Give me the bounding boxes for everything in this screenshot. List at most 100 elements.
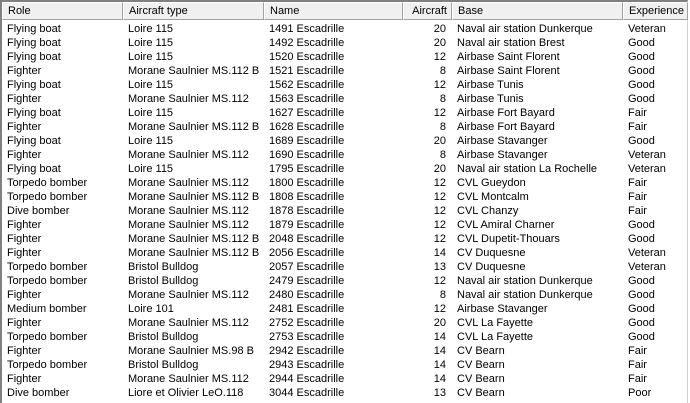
table-row[interactable]: Dive bomber Liore et Olivier LeO.118 3044 … [2,386,688,400]
cell-name: 3044 Escadrille [269,387,345,399]
cell-aircraft-count: 12 [433,275,446,287]
cell-experience: Good [628,331,655,343]
table-row[interactable]: Fighter Morane Saulnier MS.112 B 1521 Esca… [2,64,688,78]
cell-aircraft-type: Loire 115 [128,163,174,175]
cell-aircraft-count: 12 [433,205,446,217]
table-row[interactable]: Fighter Morane Saulnier MS.112 1879 Escadr… [2,218,688,232]
table-row[interactable]: Fighter Morane Saulnier MS.112 2480 Escadr… [2,288,688,302]
cell-base: CV Bearn [457,387,505,399]
cell-aircraft-type: Loire 115 [128,107,174,119]
cell-experience: Good [628,79,655,91]
cell-aircraft-type: Liore et Olivier LeO.118 [128,387,244,399]
cell-experience: Fair [628,121,647,133]
cell-aircraft-type: Morane Saulnier MS.112 B [128,247,260,259]
cell-experience: Good [628,275,655,287]
cell-name: 1879 Escadrille [269,219,345,231]
table-row[interactable]: Flying boat Loire 115 1795 Escadrille 20 Nav… [2,162,688,176]
cell-base: CVL Montcalm [457,191,529,203]
cell-aircraft-type: Morane Saulnier MS.112 [128,317,249,329]
cell-experience: Fair [628,191,647,203]
table-row[interactable]: Flying boat Loire 115 1491 Escadrille 20 Nav… [2,22,688,36]
table-row[interactable]: Dive bomber Morane Saulnier MS.112 1878 Es… [2,204,688,218]
cell-experience: Good [628,303,655,315]
table-row[interactable]: Fighter Morane Saulnier MS.98 B 2942 Escad… [2,344,688,358]
cell-name: 1492 Escadrille [269,37,345,49]
table-row[interactable]: Flying boat Loire 115 1562 Escadrille 12 Air… [2,78,688,92]
cell-base: CVL Amiral Charner [457,219,555,231]
table-row[interactable]: Torpedo bomber Bristol Bulldog 2753 Escadr… [2,330,688,344]
table-row[interactable]: Fighter Morane Saulnier MS.112 B 2048 Esca… [2,232,688,246]
cell-aircraft-count: 8 [439,121,446,133]
cell-aircraft-count: 20 [433,23,446,35]
cell-base: CVL La Fayette [457,317,534,329]
cell-role: Torpedo bomber [7,191,88,203]
cell-name: 1563 Escadrille [269,93,345,105]
column-header-experience[interactable]: Experience [623,2,688,20]
table-row[interactable]: Torpedo bomber Morane Saulnier MS.112 1800… [2,176,688,190]
cell-experience: Good [628,289,655,301]
table-row[interactable]: Torpedo bomber Bristol Bulldog 2479 Escadr… [2,274,688,288]
cell-aircraft-type: Bristol Bulldog [128,261,199,273]
list-header: Role Aircraft type Name Aircraft Base Ex… [2,2,688,20]
cell-base: Naval air station Dunkerque [457,275,593,287]
cell-base: CVL Gueydon [457,177,526,189]
cell-role: Flying boat [7,79,61,91]
cell-name: 1800 Escadrille [269,177,345,189]
cell-role: Fighter [7,317,42,329]
cell-role: Flying boat [7,51,61,63]
cell-aircraft-count: 20 [433,37,446,49]
cell-aircraft-type: Bristol Bulldog [128,359,199,371]
cell-aircraft-type: Morane Saulnier MS.112 [128,289,249,301]
table-row[interactable]: Fighter Morane Saulnier MS.112 2752 Escadr… [2,316,688,330]
cell-experience: Veteran [628,247,666,259]
cell-base: Airbase Fort Bayard [457,121,555,133]
cell-aircraft-type: Morane Saulnier MS.112 B [128,233,260,245]
table-row[interactable]: Torpedo bomber Bristol Bulldog 2943 Escadr… [2,358,688,372]
cell-name: 2057 Escadrille [269,261,345,273]
table-row[interactable]: Flying boat Loire 115 1520 Escadrille 12 Air… [2,50,688,64]
column-header-name[interactable]: Name [264,2,403,20]
cell-aircraft-count: 8 [439,93,446,105]
cell-experience: Good [628,51,655,63]
cell-name: 1689 Escadrille [269,135,345,147]
cell-base: CVL Chanzy [457,205,519,217]
table-row[interactable]: Torpedo bomber Bristol Bulldog 2057 Escadr… [2,260,688,274]
cell-experience: Fair [628,205,647,217]
cell-aircraft-type: Morane Saulnier MS.112 B [128,121,260,133]
cell-name: 1520 Escadrille [269,51,345,63]
column-header-aircraft[interactable]: Aircraft [403,2,452,20]
cell-base: Airbase Stavanger [457,149,548,161]
cell-role: Flying boat [7,163,61,175]
table-row[interactable]: Fighter Morane Saulnier MS.112 B 2056 Esca… [2,246,688,260]
cell-experience: Good [628,65,655,77]
cell-role: Flying boat [7,37,61,49]
column-header-base[interactable]: Base [452,2,623,20]
table-row[interactable]: Fighter Morane Saulnier MS.112 1563 Escadr… [2,92,688,106]
column-header-role[interactable]: Role [2,2,123,20]
cell-aircraft-count: 12 [433,219,446,231]
cell-base: Airbase Tunis [457,93,524,105]
table-row[interactable]: Fighter Morane Saulnier MS.112 1690 Escadr… [2,148,688,162]
list-body: Flying boat Loire 115 1491 Escadrille 20 Nav… [2,22,688,400]
cell-role: Fighter [7,65,42,77]
table-row[interactable]: Fighter Morane Saulnier MS.112 2944 Escadr… [2,372,688,386]
table-row[interactable]: Flying boat Loire 115 1689 Escadrille 20 Air… [2,134,688,148]
cell-role: Fighter [7,289,42,301]
table-row[interactable]: Flying boat Loire 115 1627 Escadrille 12 Air… [2,106,688,120]
table-row[interactable]: Medium bomber Loire 101 2481 Escadrille 12 A… [2,302,688,316]
cell-role: Dive bomber [7,205,70,217]
cell-name: 1808 Escadrille [269,191,345,203]
cell-base: Airbase Stavanger [457,303,548,315]
table-row[interactable]: Torpedo bomber Morane Saulnier MS.112 B 18… [2,190,688,204]
table-row[interactable]: Flying boat Loire 115 1492 Escadrille 20 Nav… [2,36,688,50]
cell-base: CV Bearn [457,359,505,371]
cell-aircraft-count: 8 [439,289,446,301]
cell-aircraft-count: 14 [433,359,446,371]
column-header-aircraft-type[interactable]: Aircraft type [123,2,264,20]
cell-role: Fighter [7,149,42,161]
cell-role: Dive bomber [7,387,70,399]
table-row[interactable]: Fighter Morane Saulnier MS.112 B 1628 Esca… [2,120,688,134]
cell-aircraft-type: Loire 101 [128,303,174,315]
cell-aircraft-type: Loire 115 [128,23,174,35]
